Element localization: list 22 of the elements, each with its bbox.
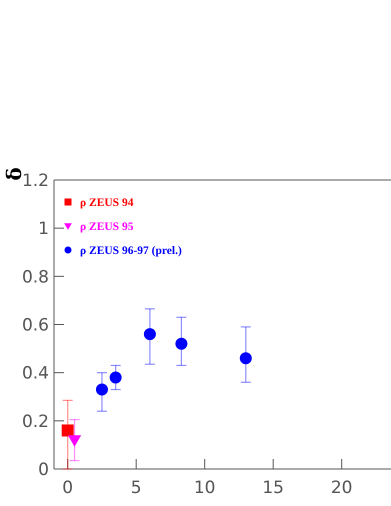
x-tick-label: 10 bbox=[194, 478, 216, 498]
y-tick-label: 0.6 bbox=[22, 315, 49, 336]
x-tick-label: 5 bbox=[130, 478, 142, 498]
point bbox=[240, 352, 252, 364]
y-tick-label: 0.2 bbox=[22, 412, 49, 432]
y-tick-label: 0.4 bbox=[22, 364, 49, 384]
point bbox=[62, 424, 74, 436]
x-tick-label: 15 bbox=[262, 478, 284, 498]
y-tick-label: 0.8 bbox=[22, 267, 49, 288]
y-tick-label: 1 bbox=[38, 219, 49, 240]
legend-label: ρ ZEUS 95 bbox=[80, 221, 134, 234]
y-tick-label: 0 bbox=[38, 460, 49, 480]
legend-label: ρ ZEUS 94 bbox=[80, 197, 134, 210]
y-tick-label: 1.2 bbox=[22, 170, 49, 191]
x-tick-label: 0 bbox=[62, 478, 74, 498]
legend-label: ρ ZEUS 96-97 (prel.) bbox=[80, 245, 182, 258]
point bbox=[96, 384, 108, 396]
point bbox=[110, 371, 122, 384]
x-tick-label: 20 bbox=[330, 478, 353, 498]
point bbox=[68, 435, 82, 447]
point bbox=[175, 338, 188, 350]
point bbox=[144, 328, 156, 340]
